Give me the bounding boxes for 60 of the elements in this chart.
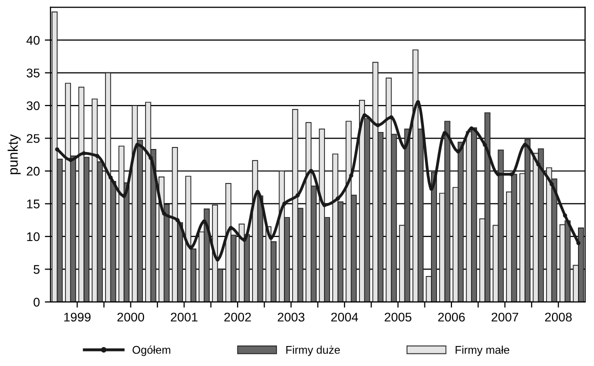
- point: [349, 174, 354, 178]
- point: [562, 213, 568, 218]
- x-tick-label: 2000: [117, 312, 144, 322]
- point: [242, 238, 246, 242]
- point: [510, 172, 514, 176]
- point: [496, 172, 500, 176]
- point: [215, 257, 220, 262]
- x-tick-label: 2005: [384, 312, 412, 322]
- point: [469, 126, 474, 131]
- x-tick-label: 1999: [64, 312, 91, 322]
- point: [55, 147, 60, 152]
- point: [268, 236, 274, 240]
- y-tick-label: 40: [26, 36, 40, 45]
- point: [576, 240, 580, 246]
- legend-label: Firmy małe: [456, 346, 510, 356]
- point: [376, 123, 380, 128]
- y-tick-label: 15: [27, 200, 40, 208]
- x-tick-label: 2002: [224, 312, 251, 322]
- legend-label: Firmy duże: [286, 346, 340, 356]
- x-tick-label: 2008: [545, 312, 572, 322]
- point: [148, 156, 153, 160]
- point: [228, 226, 233, 230]
- x-tick-label: 2004: [331, 312, 358, 322]
- point: [175, 218, 180, 222]
- point: [336, 196, 340, 201]
- point: [309, 168, 314, 174]
- legend-label: Ogółem: [132, 346, 170, 356]
- x-tick-label: 2006: [438, 312, 465, 322]
- point: [482, 142, 487, 147]
- point: [282, 202, 286, 206]
- point: [202, 219, 206, 224]
- x-tick-label: 2007: [492, 312, 518, 322]
- y-tick-label: 5: [34, 265, 40, 274]
- x-tick-label: 2001: [170, 312, 198, 322]
- y-tick-label: 20: [26, 166, 40, 176]
- y-tick-label: 0: [34, 298, 40, 307]
- point: [442, 130, 447, 136]
- point: [402, 145, 407, 150]
- y-tick-label: 10: [27, 232, 40, 242]
- x-tick-label: 2003: [278, 312, 304, 322]
- point: [362, 113, 367, 118]
- point: [296, 193, 300, 198]
- point: [95, 154, 100, 158]
- point: [108, 175, 113, 180]
- point: [522, 142, 528, 147]
- point: [162, 211, 166, 216]
- point: [536, 162, 540, 167]
- y-axis-title: punkty: [8, 134, 21, 174]
- point: [322, 202, 327, 208]
- point: [550, 182, 554, 186]
- point: [456, 149, 460, 154]
- point: [135, 142, 140, 147]
- point: [188, 246, 193, 250]
- point: [122, 194, 126, 198]
- point: [389, 115, 394, 120]
- point: [82, 151, 86, 156]
- y-tick-label: 30: [26, 101, 40, 110]
- point: [68, 158, 73, 162]
- y-tick-label: 25: [26, 134, 40, 143]
- y-tick-label: 35: [26, 68, 40, 78]
